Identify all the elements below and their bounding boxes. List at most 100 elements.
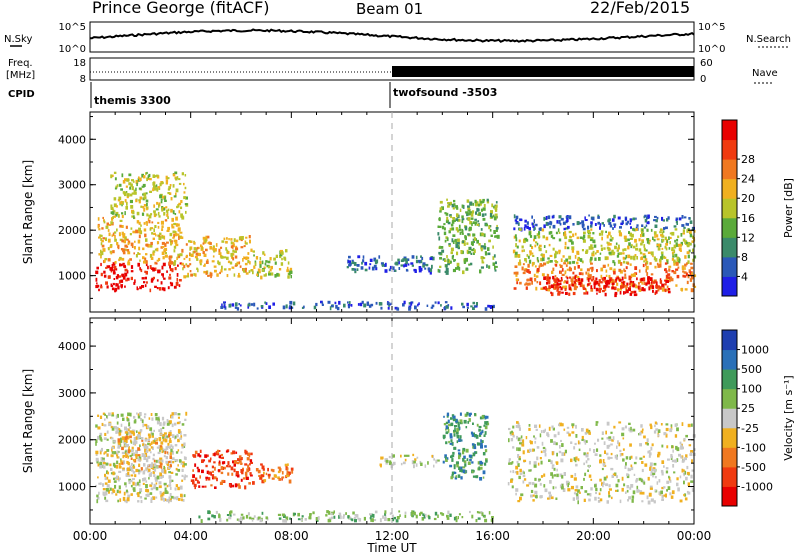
echo-region — [379, 453, 440, 469]
y-axis-label: Slant Range [km] — [21, 369, 35, 473]
colorbar-swatch — [722, 159, 737, 180]
echo-region — [252, 463, 294, 485]
echo-region — [513, 214, 695, 232]
x-tick-label: 20:00 — [576, 529, 611, 543]
colorbar-swatch — [722, 349, 737, 370]
y-axis-label: Slant Range [km] — [21, 160, 35, 264]
y-tick-label: 2000 — [58, 224, 86, 237]
colorbar-tick-label: 24 — [741, 173, 755, 186]
echo-region — [512, 227, 697, 266]
colorbar-tick-label: 25 — [741, 402, 755, 415]
freq-label-2: [MHz] — [6, 70, 35, 81]
colorbar-tick-label: 16 — [741, 212, 755, 225]
y-tick-label: 4000 — [58, 340, 86, 353]
noise-left-tick-top: 10^5 — [59, 22, 86, 33]
date-label: 22/Feb/2015 — [590, 0, 691, 17]
colorbar-swatch — [722, 486, 737, 507]
colorbar-swatch — [722, 447, 737, 468]
station-title: Prince George (fitACF) — [92, 0, 270, 17]
colorbar-label: Velocity [m s⁻¹] — [782, 375, 795, 460]
y-tick-label: 3000 — [58, 179, 86, 192]
cpid-segment-1: themis 3300 — [94, 94, 171, 107]
echo-region — [507, 421, 696, 505]
echo-region — [252, 249, 293, 280]
freq-tick-top: 18 — [73, 58, 86, 69]
echo-region — [543, 275, 671, 298]
colorbar-swatch — [722, 276, 737, 297]
x-tick-label: 12:00 — [375, 529, 410, 543]
colorbar-tick-label: 1000 — [741, 344, 769, 357]
freq-tick-bottom: 8 — [80, 74, 86, 85]
colorbar-label: Power [dB] — [782, 178, 795, 238]
colorbar-swatch — [722, 369, 737, 390]
noise-sky-line — [90, 28, 695, 43]
x-tick-label: 08:00 — [274, 529, 309, 543]
x-tick-label: 00:00 — [73, 529, 108, 543]
search-label: N.Search — [746, 34, 791, 45]
colorbar-tick-label: 100 — [741, 383, 762, 396]
heatmap-cells — [95, 171, 697, 311]
echo-region — [220, 300, 495, 311]
colorbar-swatch — [722, 256, 737, 277]
sky-label: N.Sky — [4, 34, 32, 45]
noise-panel-frame — [89, 21, 695, 53]
colorbar: 4 8 12 16 20 24 28 Power [dB] — [721, 119, 795, 297]
colorbar-swatch — [722, 330, 737, 351]
beam-label: Beam 01 — [356, 0, 424, 18]
colorbar-swatch — [722, 237, 737, 258]
noise-left-tick-bottom: 10^0 — [59, 44, 86, 55]
colorbar-swatch — [722, 120, 737, 141]
echo-region — [442, 411, 490, 481]
colorbar: 1000 500 100 25 -25 -100 -500 -1000 Velocity [m … — [721, 329, 795, 507]
cpid-label: CPID — [8, 89, 35, 100]
colorbar-tick-label: 28 — [741, 153, 755, 166]
nave-tick-bottom: 0 — [700, 74, 706, 85]
cpid-segment-2: twofsound -3503 — [393, 86, 497, 99]
y-tick-label: 3000 — [58, 387, 86, 400]
colorbar-swatch — [722, 217, 737, 238]
echo-region — [198, 510, 494, 523]
x-tick-label: 00:00 — [677, 529, 712, 543]
colorbar-tick-label: -25 — [741, 422, 759, 435]
heatmap-cells — [95, 411, 696, 523]
echo-region — [95, 411, 188, 504]
y-tick-label: 1000 — [58, 481, 86, 494]
echo-region — [346, 255, 435, 275]
nave-label: Nave — [752, 68, 778, 79]
echo-region — [437, 198, 500, 275]
echo-region — [97, 216, 184, 266]
x-axis-label: Time UT — [366, 541, 417, 554]
noise-right-tick-bottom: 10^0 — [698, 44, 725, 55]
colorbar-swatch — [722, 178, 737, 199]
colorbar-swatch — [722, 139, 737, 160]
time-axis: 00:00 04:00 08:00 12:00 16:00 20:00 00:00 Time … — [73, 529, 712, 554]
nave-block — [392, 66, 694, 77]
x-tick-label: 04:00 — [173, 529, 208, 543]
echo-region — [115, 430, 172, 471]
power-panel: 1000 2000 3000 4000 Slant Range [km] 4 8 12 16 20… — [21, 111, 795, 313]
freq-label-1: Freq. — [8, 58, 33, 69]
echo-region — [95, 262, 183, 293]
y-tick-label: 1000 — [58, 270, 86, 283]
echo-region — [190, 449, 253, 490]
noise-right-tick-top: 10^5 — [698, 22, 725, 33]
velocity-panel: 1000 2000 3000 4000 Slant Range [km] 1000 500 1… — [21, 317, 795, 525]
x-tick-label: 16:00 — [475, 529, 510, 543]
colorbar-swatch — [722, 388, 737, 409]
colorbar-tick-label: -1000 — [741, 480, 773, 493]
colorbar-tick-label: 4 — [741, 270, 748, 283]
colorbar-swatch — [722, 408, 737, 429]
colorbar-tick-label: 500 — [741, 363, 762, 376]
echo-region — [110, 171, 189, 220]
colorbar-tick-label: 12 — [741, 231, 755, 244]
echo-region — [181, 235, 254, 279]
y-tick-label: 2000 — [58, 434, 86, 447]
colorbar-tick-label: -100 — [741, 441, 766, 454]
colorbar-tick-label: 8 — [741, 251, 748, 264]
colorbar-swatch — [722, 466, 737, 487]
colorbar-swatch — [722, 198, 737, 219]
nave-tick-top: 60 — [700, 58, 713, 69]
colorbar-swatch — [722, 427, 737, 448]
